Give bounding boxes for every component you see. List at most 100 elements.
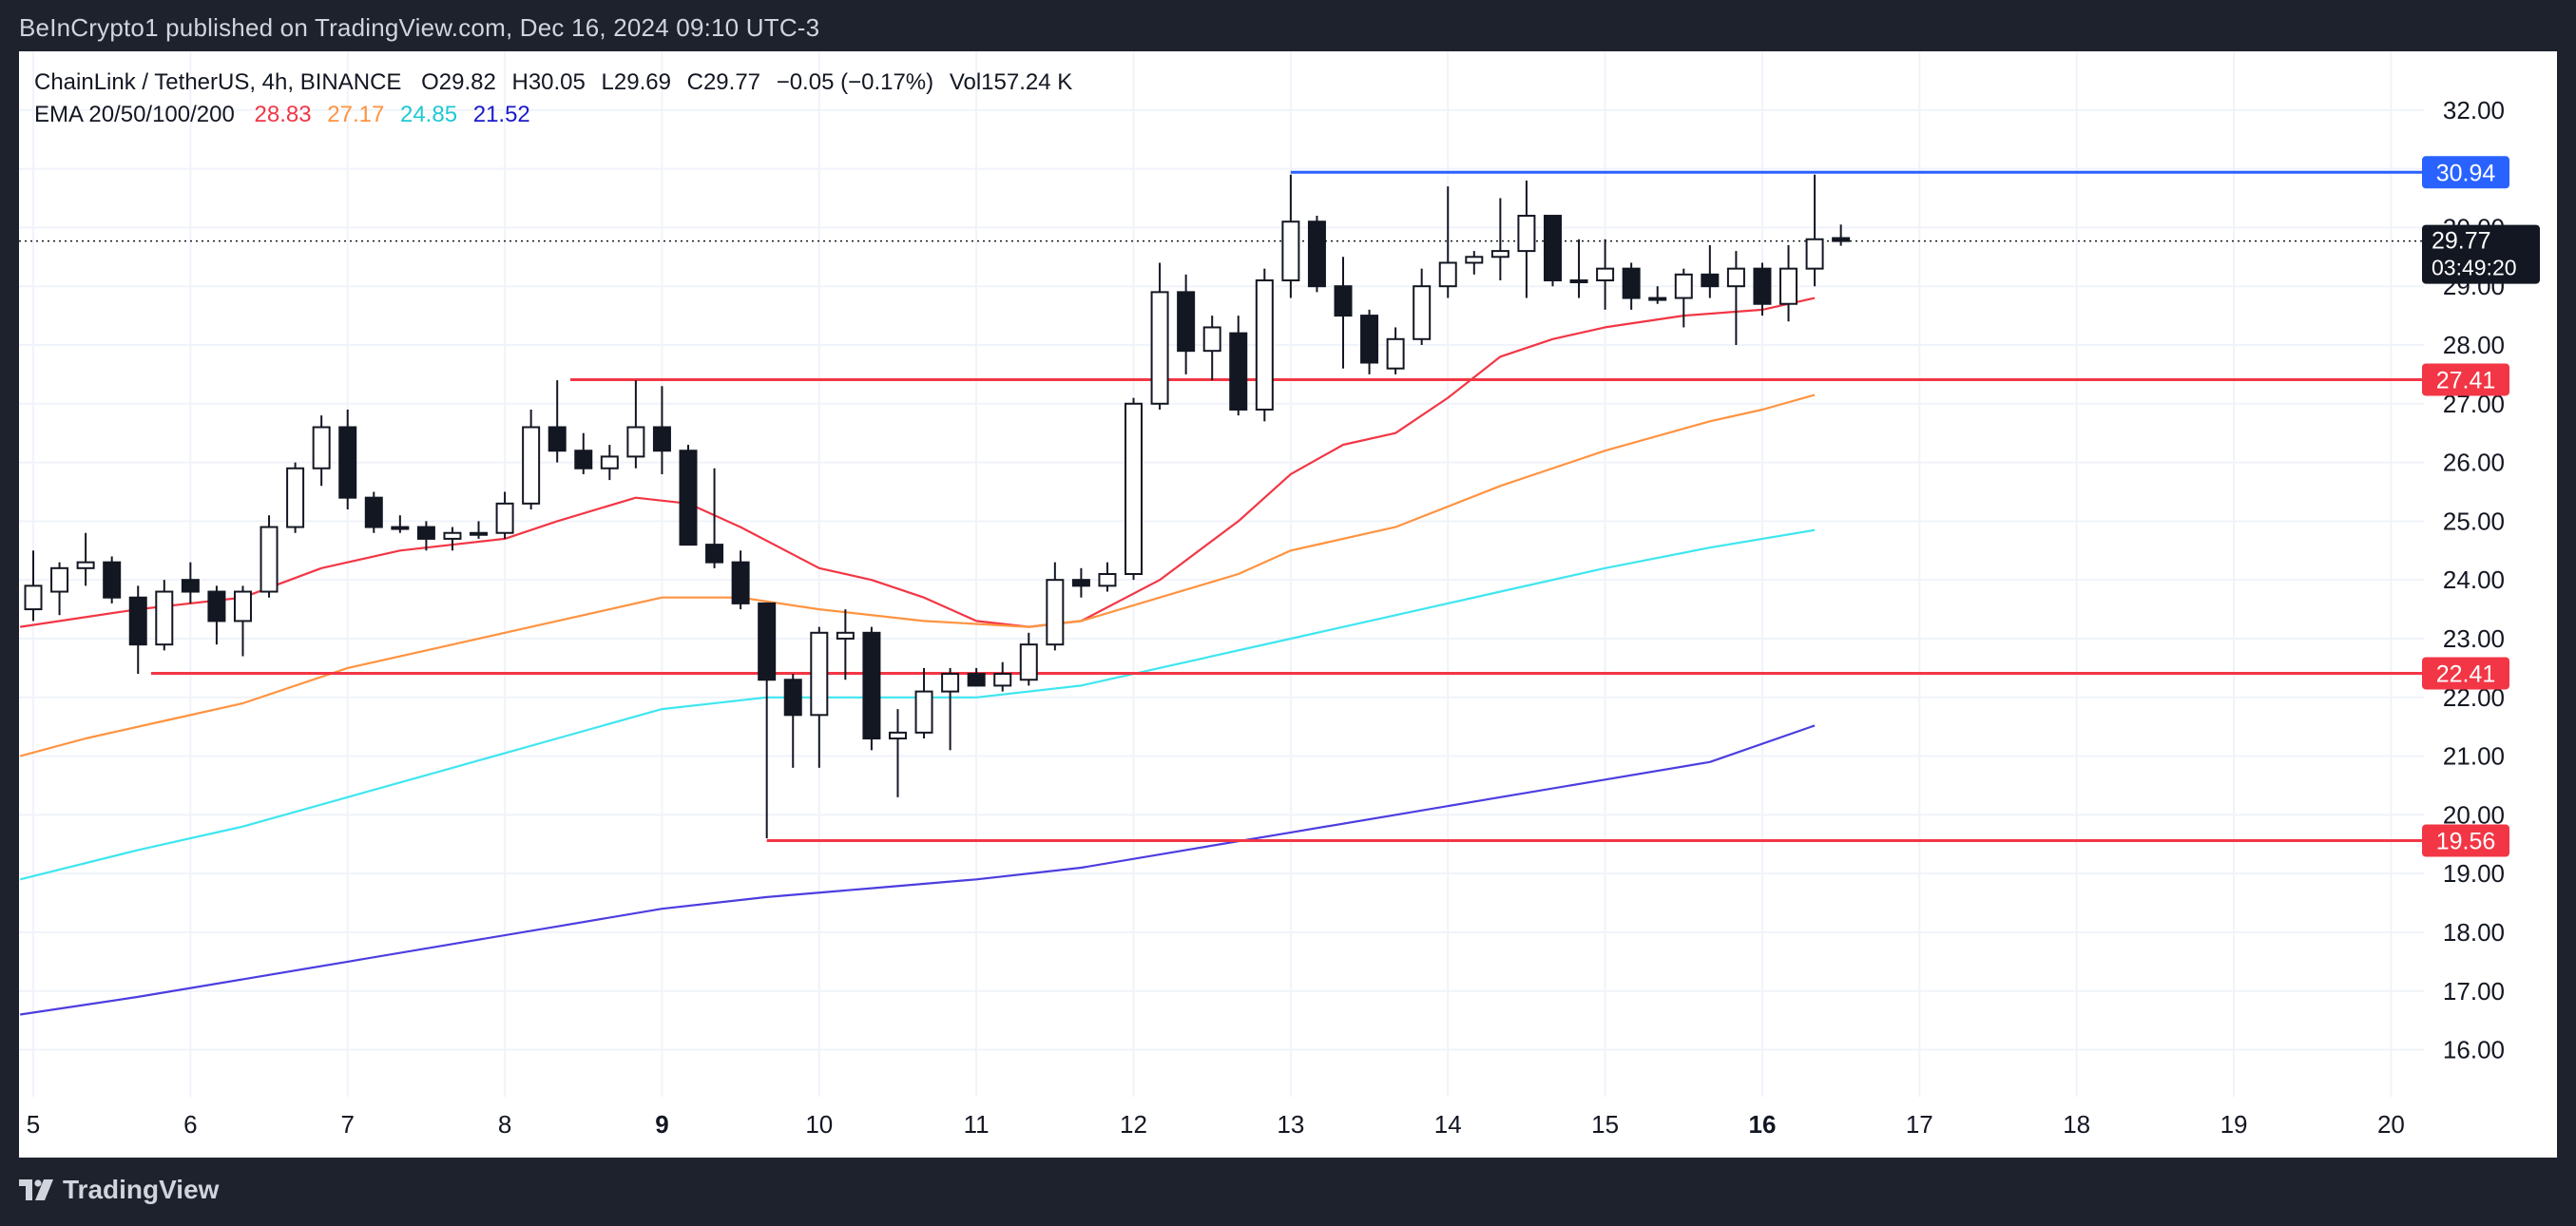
candle: [888, 709, 907, 797]
candle: [1779, 244, 1798, 322]
candle-body: [810, 631, 829, 717]
symbol-name[interactable]: ChainLink / TetherUS, 4h, BINANCE: [34, 69, 402, 95]
candle: [1125, 397, 1144, 581]
x-tick-label: 19: [2220, 1110, 2248, 1139]
candle-body: [495, 502, 514, 534]
candle-body: [1726, 267, 1745, 288]
candle-body: [967, 673, 986, 687]
candle: [1805, 174, 1824, 287]
candle-body: [993, 673, 1012, 687]
candle: [758, 602, 777, 839]
candle-body: [391, 526, 410, 530]
candle: [207, 585, 226, 645]
x-tick-label: 9: [655, 1110, 668, 1139]
ema-line-ema50: [19, 393, 1816, 757]
x-tick-label: 7: [340, 1110, 354, 1139]
candle: [1177, 274, 1196, 374]
candle-body: [1019, 643, 1038, 681]
candle: [470, 521, 489, 539]
tradingview-brand[interactable]: TradingView: [19, 1175, 219, 1205]
y-tick-label: 23.00: [2443, 624, 2505, 653]
candle: [1622, 262, 1641, 310]
candle: [1726, 251, 1745, 345]
ohlc-open: O29.82: [421, 69, 496, 95]
chart-panel[interactable]: 32.0031.0030.0029.0028.0027.0026.0025.00…: [19, 51, 2557, 1158]
candle-body: [1438, 261, 1457, 288]
y-tick-label: 25.00: [2443, 507, 2505, 535]
candle-body: [443, 531, 462, 540]
candle: [50, 562, 69, 616]
candle: [338, 409, 357, 510]
candle: [862, 626, 881, 751]
candle: [1071, 567, 1090, 598]
candle: [181, 562, 200, 603]
candle-body: [522, 426, 541, 505]
candle-body: [652, 426, 671, 452]
grid: [19, 51, 2424, 1097]
candle-body: [103, 561, 122, 599]
y-tick-label: 20.00: [2443, 800, 2505, 829]
ema-row: EMA 20/50/100/200 28.83 27.17 24.85 21.5…: [34, 99, 1082, 131]
candle-body: [286, 467, 305, 528]
footer-bar: TradingView: [0, 1158, 2576, 1226]
x-tick-label: 6: [183, 1110, 197, 1139]
candle-body: [1386, 337, 1405, 370]
candle: [836, 609, 855, 680]
candle: [783, 674, 802, 768]
candle: [1386, 327, 1405, 374]
candle-body: [364, 496, 383, 528]
candle: [128, 585, 147, 675]
price-tag-bg: [2422, 824, 2509, 857]
volume-value: Vol157.24 K: [949, 69, 1073, 95]
candle-body: [260, 526, 279, 593]
candle: [1517, 180, 1536, 298]
candle-body: [731, 561, 750, 604]
candle-body: [1622, 267, 1641, 299]
candle: [600, 445, 619, 481]
candle: [810, 626, 829, 768]
ema-label[interactable]: EMA 20/50/100/200: [34, 102, 235, 127]
candle: [1202, 316, 1221, 381]
candle-body: [1413, 285, 1432, 340]
candle: [705, 468, 724, 568]
candle-body: [705, 544, 724, 564]
y-tick-label: 26.00: [2443, 449, 2505, 477]
y-tick-label: 32.00: [2443, 96, 2505, 125]
y-tick-label: 24.00: [2443, 565, 2505, 594]
candle-body: [1125, 402, 1144, 576]
price-chart[interactable]: 32.0031.0030.0029.0028.0027.0026.0025.00…: [19, 51, 2557, 1158]
candle-body: [679, 450, 698, 546]
candle: [1019, 632, 1038, 686]
candle-body: [181, 579, 200, 593]
price-tag-bg: [2422, 363, 2509, 396]
price-tag-text: 30.94: [2436, 160, 2496, 186]
candle-body: [1177, 291, 1196, 353]
candle-body: [1596, 267, 1615, 282]
price-tag-27.41: 27.41: [2422, 363, 2509, 396]
price-tag-bg: [2422, 657, 2509, 690]
candle: [1255, 268, 1274, 422]
candle: [967, 667, 986, 687]
candle-body: [50, 566, 69, 593]
x-tick-label: 14: [1434, 1110, 1462, 1139]
candle: [1150, 262, 1169, 410]
x-tick-label: 13: [1277, 1110, 1304, 1139]
candle-body: [338, 426, 357, 499]
x-tick-label: 8: [498, 1110, 511, 1139]
candle-body: [1569, 279, 1588, 284]
candle: [391, 515, 410, 533]
x-tick-label: 11: [964, 1110, 990, 1139]
candle: [1413, 268, 1432, 345]
x-tick-label: 17: [1906, 1110, 1933, 1139]
candle: [103, 556, 122, 603]
candle-body: [914, 690, 933, 734]
candle-body: [783, 679, 802, 717]
price-tag-22.41: 22.41: [2422, 657, 2509, 690]
y-tick-label: 19.00: [2443, 859, 2505, 888]
candle-body: [1543, 215, 1562, 282]
candle: [1701, 244, 1720, 298]
candle-body: [207, 590, 226, 623]
candle: [24, 550, 43, 622]
candle-body: [1229, 332, 1248, 411]
candle-body: [24, 584, 43, 611]
